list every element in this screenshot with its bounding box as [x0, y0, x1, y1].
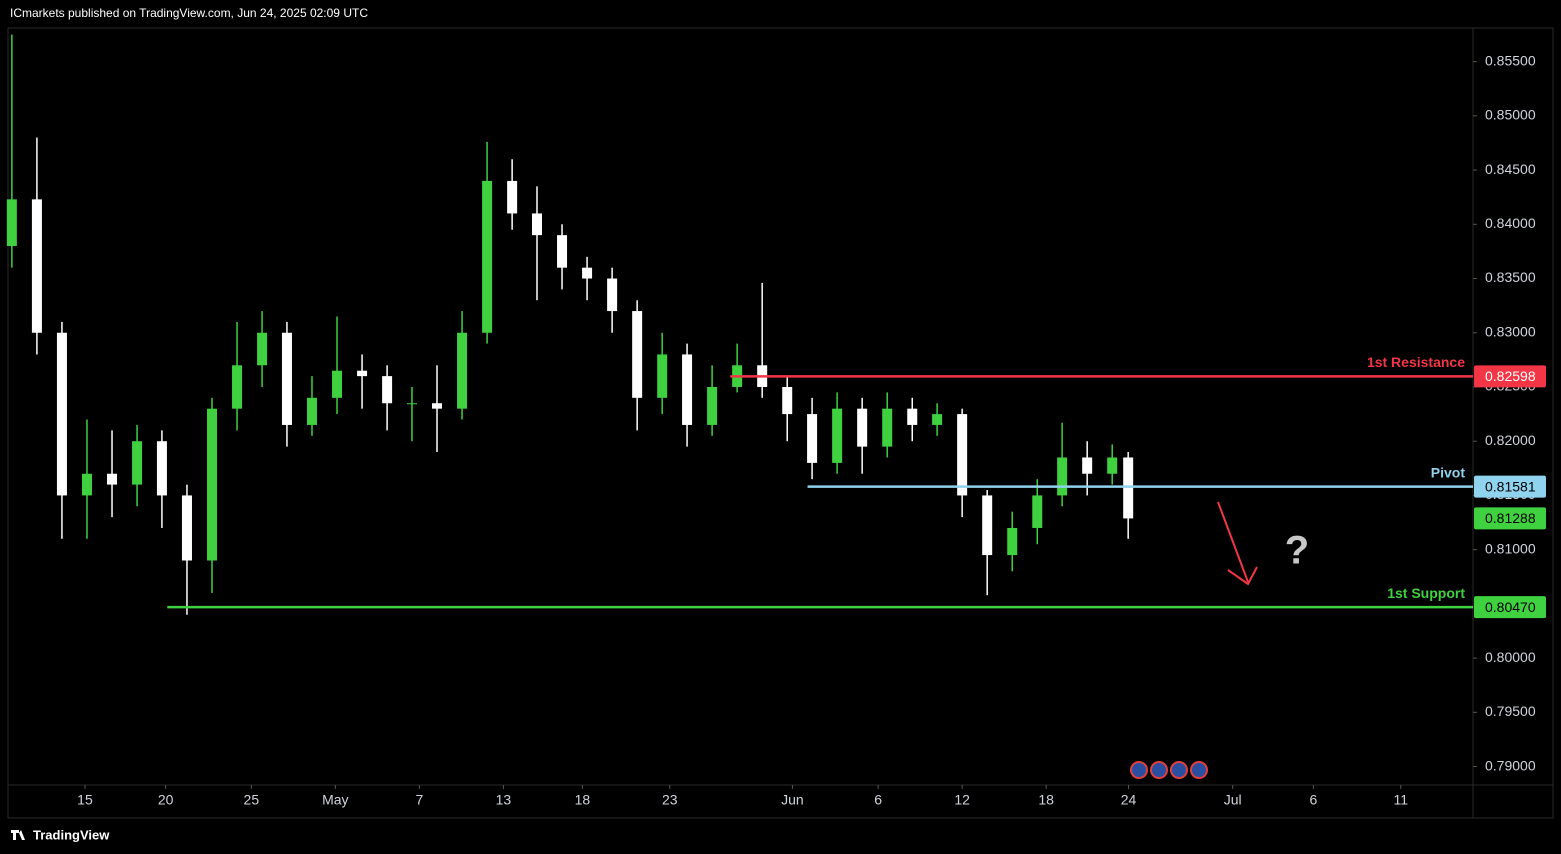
candle-body [1057, 457, 1068, 496]
last-price-tag [1474, 507, 1546, 530]
x-tick-label: May [322, 792, 348, 808]
candle-body [882, 408, 893, 447]
y-tick-label: 0.85500 [1485, 52, 1536, 68]
candle-body [857, 408, 868, 447]
level-tag [1474, 365, 1546, 388]
y-tick-label: 0.81000 [1485, 540, 1536, 556]
candle-body [181, 495, 192, 561]
y-tick-label: 0.83500 [1485, 269, 1536, 285]
x-tick-label: 7 [415, 792, 423, 808]
annotation: ? [1285, 529, 1309, 573]
candle-body [432, 403, 443, 409]
level-tag [1474, 596, 1546, 619]
y-tick-label: 0.85000 [1485, 107, 1536, 123]
y-tick-label: 0.79000 [1485, 757, 1536, 773]
candle-body [807, 414, 818, 463]
candle-body [306, 397, 317, 425]
candle-body [557, 235, 568, 268]
candle-body [31, 199, 42, 333]
x-tick-label: 18 [1038, 792, 1054, 808]
candle-body [531, 213, 542, 236]
level-tag-text: 0.80470 [1485, 599, 1536, 615]
candle-body [657, 354, 668, 398]
x-tick-label: 23 [662, 792, 678, 808]
candle-body [6, 199, 17, 246]
x-tick-label: 12 [954, 792, 970, 808]
x-tick-label: 6 [1309, 792, 1317, 808]
candle-body [281, 332, 292, 425]
y-tick-label: 0.80000 [1485, 649, 1536, 665]
y-tick-label: 0.84500 [1485, 161, 1536, 177]
candle-body [156, 441, 167, 496]
last-price-text: 0.81288 [1485, 510, 1536, 526]
candle-body [707, 386, 718, 425]
candle-body [207, 408, 218, 561]
x-tick-label: Jun [781, 792, 804, 808]
y-tick-label: 0.84000 [1485, 215, 1536, 231]
event-flags [1130, 761, 1208, 779]
x-tick-label: 6 [874, 792, 882, 808]
candle-body [982, 495, 993, 556]
x-tick-label: Jul [1224, 792, 1242, 808]
candle-body [56, 332, 67, 496]
x-tick-label: 15 [77, 792, 93, 808]
candle-body [457, 332, 468, 409]
x-tick-label: 24 [1121, 792, 1137, 808]
frame [7, 27, 1554, 819]
level-name: Pivot [1431, 464, 1466, 480]
level-tag [1474, 475, 1546, 498]
candle-body [1107, 457, 1118, 474]
candle-body [132, 441, 143, 485]
x-tick-label: 20 [158, 792, 174, 808]
header: ICmarkets published on TradingView.com, … [10, 6, 368, 20]
candle-body [1082, 457, 1093, 474]
candle-body [507, 180, 518, 214]
candle-body [81, 473, 92, 496]
plot-area [6, 34, 1134, 615]
candle-body [632, 311, 643, 398]
x-tick-label: 25 [244, 792, 260, 808]
candle-body [932, 414, 943, 425]
x-tick-label: 11 [1393, 792, 1408, 808]
candle-body [382, 376, 393, 404]
candle-body [607, 278, 618, 312]
candle-body [1123, 457, 1134, 519]
candle-body [682, 354, 693, 425]
candle-body [907, 408, 918, 425]
candle-body [332, 370, 343, 398]
candle-body [957, 414, 968, 496]
level-tag-text: 0.81581 [1485, 478, 1536, 494]
x-tick-label: 13 [496, 792, 512, 808]
down-arrow [1217, 501, 1258, 586]
level-tag-text: 0.82598 [1485, 368, 1536, 384]
x-tick-label: 18 [575, 792, 591, 808]
candle-body [257, 332, 268, 366]
candle-body [482, 180, 493, 333]
y-tick-label: 0.83000 [1485, 323, 1536, 339]
level-name: 1st Support [1387, 585, 1465, 601]
tradingview-logo [11, 830, 25, 840]
candle-body [832, 408, 843, 463]
candle-body [107, 473, 118, 485]
brand: TradingView [33, 827, 110, 842]
candle-body [782, 386, 793, 415]
y-tick-label: 0.82000 [1485, 432, 1536, 448]
candle-body [1007, 527, 1018, 556]
candle-body [1032, 495, 1043, 528]
y-tick-label: 0.79500 [1485, 703, 1536, 719]
level-name: 1st Resistance [1367, 354, 1465, 370]
candle-body [582, 267, 593, 279]
candle-body [232, 365, 243, 409]
candle-body [357, 370, 368, 377]
candle-body [406, 403, 417, 405]
